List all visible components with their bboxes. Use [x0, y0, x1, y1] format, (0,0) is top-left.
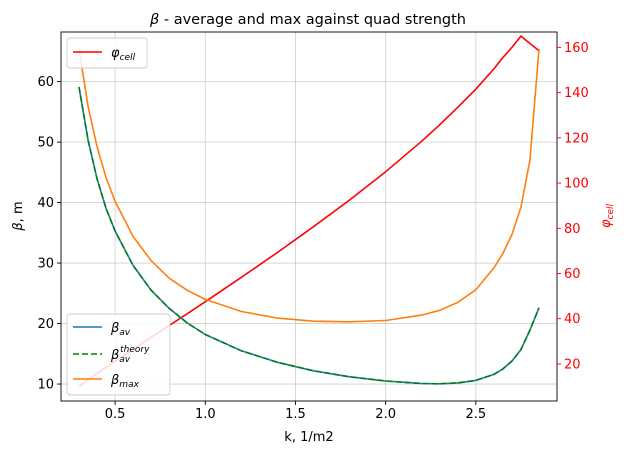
y-tick-label: 50	[37, 136, 54, 151]
y2-tick-label: 100	[564, 177, 589, 192]
y2-axis-label: φcell	[599, 203, 616, 228]
x-axis: 0.5 1.0 1.5 2.0 2.5	[105, 401, 486, 422]
y-tick-label: 10	[37, 378, 54, 393]
y-tick-label: 30	[37, 257, 54, 272]
legend-bth-label: βavtheory	[110, 345, 150, 365]
x-tick-label: 1.0	[195, 407, 216, 422]
legend-beta: βav βavtheory βmax	[66, 313, 171, 396]
y-tick-label: 20	[37, 317, 54, 332]
y-tick-label: 60	[37, 75, 54, 90]
x-tick-label: 1.5	[285, 407, 306, 422]
y2-tick-label: 140	[564, 86, 589, 101]
x-axis-label: k, 1/m2	[284, 430, 333, 445]
series-line-2	[78, 48, 540, 323]
x-tick-label: 0.5	[105, 407, 126, 422]
legend-phi: φcell	[66, 37, 148, 69]
legend-bav-label: βav	[110, 321, 131, 338]
y-axis-label: β, m	[11, 201, 26, 231]
legend-phi-box	[66, 37, 148, 69]
y-tick-label: 40	[37, 196, 54, 211]
grid-lines	[61, 32, 557, 401]
plot-frame	[60, 31, 558, 402]
y2-tick-label: 160	[564, 41, 589, 56]
chart-title: β - average and max against quad strengt…	[149, 12, 466, 28]
y-axis-right: 20 40 60 80 100 120 140 160	[557, 41, 589, 372]
x-tick-label: 2.5	[465, 407, 486, 422]
y2-tick-label: 80	[564, 222, 581, 237]
series-line-1	[78, 86, 540, 385]
y2-tick-label: 40	[564, 312, 581, 327]
y2-tick-label: 20	[564, 357, 581, 372]
legend-phi-label: φcell	[111, 46, 136, 63]
legend-beta-box	[66, 313, 171, 396]
x-tick-label: 2.0	[375, 407, 396, 422]
y2-tick-label: 120	[564, 131, 589, 146]
y2-tick-label: 60	[564, 267, 581, 282]
y-axis-left: 10 20 30 40 50 60	[37, 75, 61, 393]
legend-bmax-label: βmax	[110, 373, 140, 390]
